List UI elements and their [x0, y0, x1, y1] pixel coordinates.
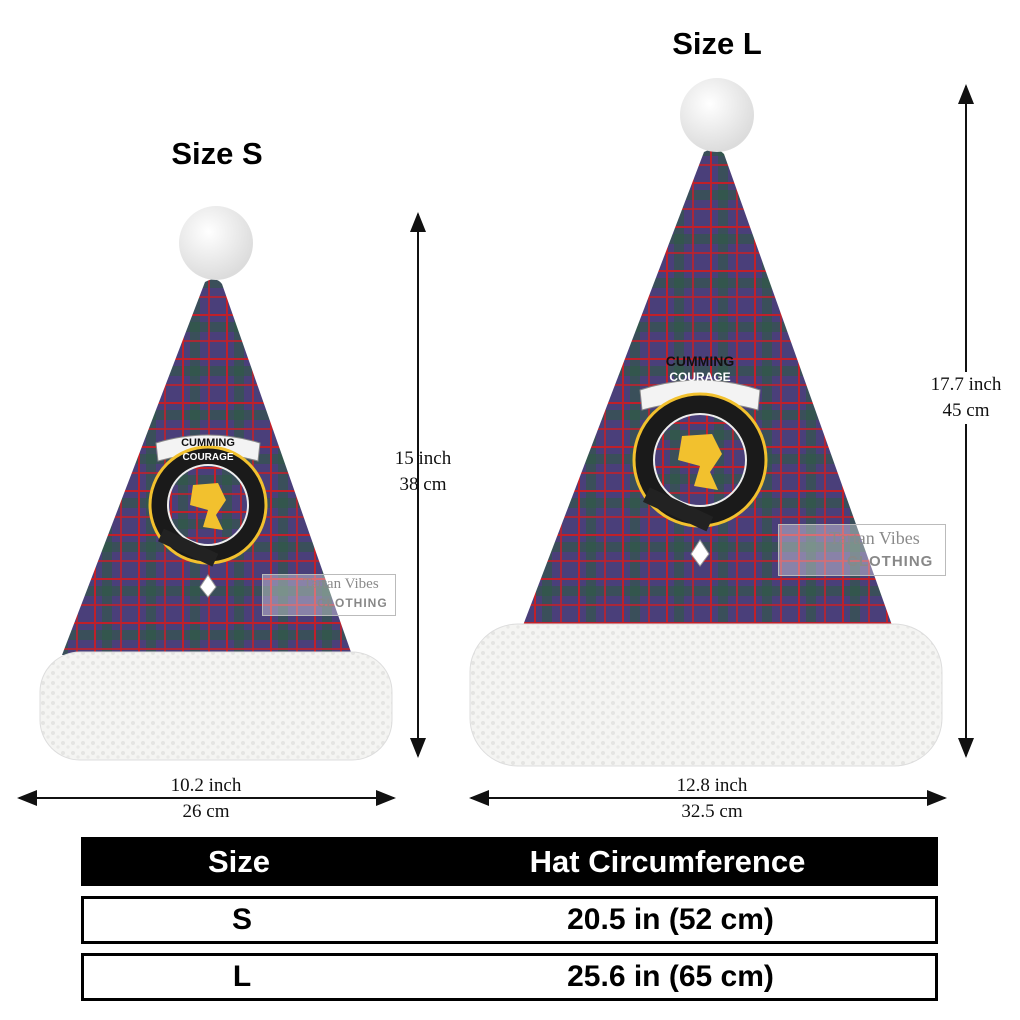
small-height-inch: 15 inch: [394, 448, 452, 469]
large-size-title: Size L: [672, 26, 762, 61]
small-hat: [39, 206, 393, 761]
table-row: S 20.5 in (52 cm): [81, 896, 938, 944]
row-size: S: [231, 903, 252, 936]
row-circumference: 20.5 in (52 cm): [567, 903, 774, 936]
large-hat-crest-icon: [632, 379, 768, 567]
large-watermark-logo: Tartan Vibes CLOTHING: [778, 524, 946, 576]
small-hat-crest-icon: [148, 434, 268, 598]
large-hat-pompom: [680, 78, 754, 152]
large-height-cm: 45 cm: [942, 400, 990, 421]
small-size-title: Size S: [171, 136, 263, 171]
watermark-text: Tartan Vibes: [829, 528, 920, 548]
large-height-label: 17.7 inch 45 cm: [930, 372, 1002, 424]
large-width-cm: 32.5 cm: [681, 801, 743, 822]
large-hat-fur-brim: [469, 623, 943, 767]
size-table-header: Size Hat Circumference: [81, 837, 938, 886]
large-height-inch: 17.7 inch: [930, 374, 1002, 395]
table-row: L 25.6 in (65 cm): [81, 953, 938, 1001]
watermark-subtext: CLOTHING: [847, 553, 934, 570]
large-width-inch: 12.8 inch: [676, 775, 748, 796]
small-watermark-logo: Tartan Vibes CLOTHING: [262, 574, 396, 616]
large-crest-clan-name: CUMMING: [665, 353, 735, 369]
small-hat-pompom: [179, 206, 253, 280]
large-width-label: 12.8 inch 32.5 cm: [677, 773, 748, 825]
small-height-cm: 38 cm: [399, 474, 447, 495]
watermark-text: Tartan Vibes: [303, 576, 379, 592]
header-circumference: Hat Circumference: [529, 843, 806, 879]
small-width-inch: 10.2 inch: [170, 775, 242, 796]
large-hat: [469, 78, 943, 767]
row-circumference: 25.6 in (65 cm): [567, 960, 774, 993]
large-crest-motto: COURAGE: [669, 370, 731, 384]
small-height-label: 15 inch 38 cm: [395, 446, 451, 498]
small-width-label: 10.2 inch 26 cm: [171, 773, 242, 825]
small-width-cm: 26 cm: [182, 801, 230, 822]
row-size: L: [232, 960, 252, 993]
small-crest-clan-name: CUMMING: [181, 437, 235, 449]
watermark-subtext: CLOTHING: [317, 596, 388, 610]
small-crest-motto: COURAGE: [182, 452, 234, 463]
header-size: Size: [207, 843, 271, 879]
small-hat-fur-brim: [39, 651, 393, 761]
